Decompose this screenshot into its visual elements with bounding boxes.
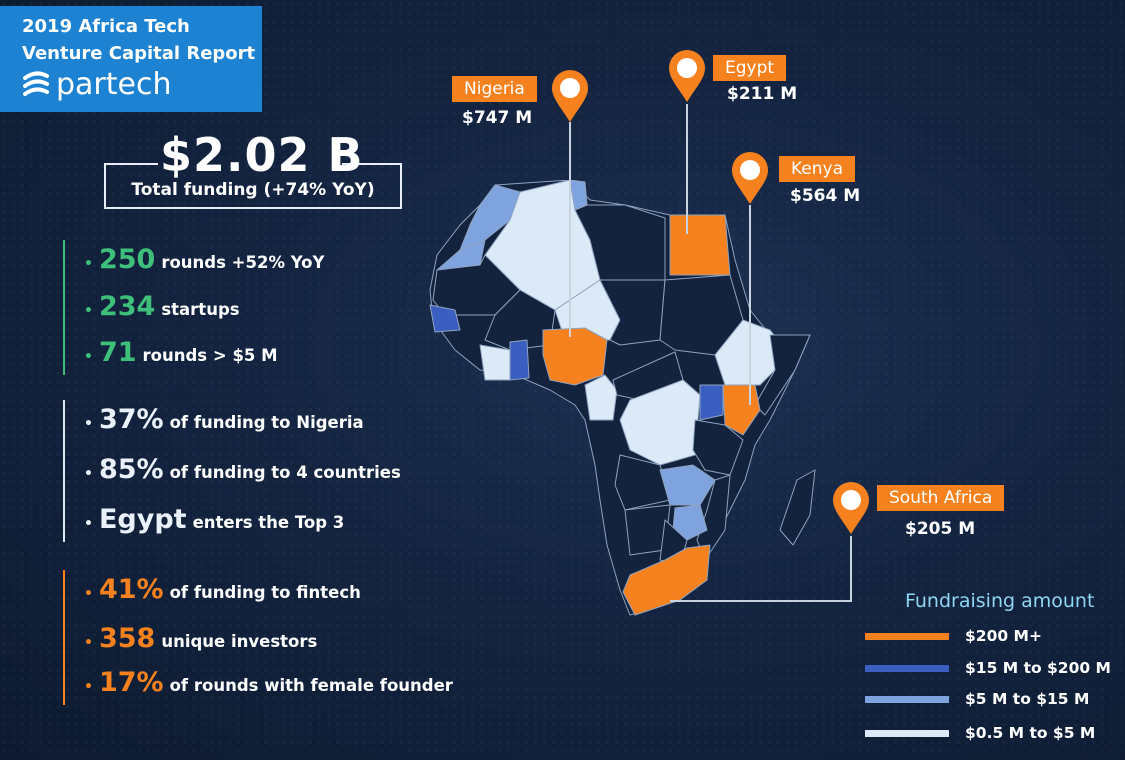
stat-bullet: • xyxy=(84,416,93,432)
country-south-africa xyxy=(622,544,711,616)
stat-value: 17% xyxy=(98,667,164,698)
stat-startups: • 234 startups xyxy=(84,291,240,322)
stat-value: 250 xyxy=(98,244,156,275)
country-zambia xyxy=(659,464,716,506)
country-egypt xyxy=(669,214,731,276)
country-drc xyxy=(619,379,701,466)
legend-swatch xyxy=(865,729,949,737)
stat-value: Egypt xyxy=(98,504,187,535)
country-zimbabwe xyxy=(672,504,708,541)
stat-value: 234 xyxy=(98,291,156,322)
stats-group3-rule xyxy=(63,570,65,705)
legend-item: $200 M+ xyxy=(865,627,1042,645)
country-cameroon xyxy=(584,374,618,421)
country-somalia xyxy=(754,334,811,416)
legend-item: $0.5 M to $5 M xyxy=(865,724,1095,742)
marker-kenya-stem xyxy=(749,205,751,405)
marker-kenya-amount: $564 M xyxy=(790,186,861,206)
stat-text: unique investors xyxy=(161,632,318,651)
partech-logo-text: partech xyxy=(56,67,172,102)
country-cote-divoire xyxy=(479,344,511,381)
stat-value: 37% xyxy=(98,404,164,435)
stat-value: 358 xyxy=(98,623,156,654)
marker-south-africa-amount: $205 M xyxy=(905,519,976,539)
stat-bullet: • xyxy=(84,679,93,695)
legend-swatch xyxy=(865,632,949,640)
stat-bullet: • xyxy=(84,303,93,319)
marker-nigeria-stem xyxy=(569,122,571,337)
stat-text: startups xyxy=(161,300,240,319)
marker-egypt-stem xyxy=(686,104,688,234)
country-madagascar xyxy=(779,469,816,546)
stat-investors: • 358 unique investors xyxy=(84,623,317,654)
stat-text: of funding to fintech xyxy=(169,583,361,602)
total-funding-frame xyxy=(104,163,402,209)
legend-item: $15 M to $200 M xyxy=(865,659,1111,677)
marker-egypt-pin-icon xyxy=(669,50,705,102)
stat-nigeria-share: • 37% of funding to Nigeria xyxy=(84,404,364,435)
stat-text: enters the Top 3 xyxy=(192,513,345,532)
legend-label: $15 M to $200 M xyxy=(965,659,1111,677)
marker-south-africa-label: South Africa xyxy=(877,485,1005,511)
stat-value: 71 xyxy=(98,337,137,368)
report-header: 2019 Africa Tech Venture Capital Report … xyxy=(0,6,262,112)
marker-nigeria-label: Nigeria xyxy=(452,76,537,102)
stat-bullet: • xyxy=(84,635,93,651)
marker-egypt-label: Egypt xyxy=(713,55,787,81)
stat-fintech: • 41% of funding to fintech xyxy=(84,574,361,605)
marker-nigeria-pin-icon xyxy=(552,70,588,122)
stat-bullet: • xyxy=(84,586,93,602)
stat-bullet: • xyxy=(84,349,93,365)
marker-nigeria-amount: $747 M xyxy=(462,108,533,128)
legend-label: $5 M to $15 M xyxy=(965,690,1090,708)
marker-kenya-pin-icon xyxy=(732,152,768,204)
africa-map xyxy=(429,180,816,616)
stat-value: 41% xyxy=(98,574,164,605)
stat-text: of funding to Nigeria xyxy=(169,413,364,432)
legend-title: Fundraising amount xyxy=(905,590,1095,612)
marker-south-africa-leader xyxy=(670,600,852,602)
country-angola xyxy=(614,454,671,511)
stat-large-rounds: • 71 rounds > $5 M xyxy=(84,337,278,368)
country-nigeria xyxy=(542,327,608,386)
marker-egypt-amount: $211 M xyxy=(727,84,798,104)
stat-female-founder: • 17% of rounds with female founder xyxy=(84,667,453,698)
report-title-line2: Venture Capital Report xyxy=(22,43,256,64)
legend-label: $200 M+ xyxy=(965,627,1042,645)
stats-group1-rule xyxy=(63,240,65,375)
total-funding-subtitle: Total funding (+74% YoY) xyxy=(131,180,375,200)
stats-group2-rule xyxy=(63,400,65,542)
stat-text: rounds +52% YoY xyxy=(161,253,325,272)
stat-bullet: • xyxy=(84,516,93,532)
country-senegal xyxy=(429,304,461,333)
stat-text: rounds > $5 M xyxy=(142,346,278,365)
stat-four-countries: • 85% of funding to 4 countries xyxy=(84,454,401,485)
country-rwanda-uganda xyxy=(699,384,724,421)
legend-swatch xyxy=(865,664,949,672)
stat-value: 85% xyxy=(98,454,164,485)
total-funding-amount: $2.02 B xyxy=(160,128,364,182)
stat-rounds: • 250 rounds +52% YoY xyxy=(84,244,324,275)
marker-south-africa-stem xyxy=(850,536,852,601)
stat-bullet: • xyxy=(84,256,93,272)
legend-item: $5 M to $15 M xyxy=(865,690,1089,708)
country-ghana xyxy=(509,339,530,381)
stat-text: of funding to 4 countries xyxy=(169,463,401,482)
stat-text: of rounds with female founder xyxy=(169,676,453,695)
partech-logo-icon xyxy=(23,71,49,96)
stat-egypt-top3: • Egypt enters the Top 3 xyxy=(84,504,344,535)
marker-kenya-label: Kenya xyxy=(779,156,856,182)
partech-logo: partech xyxy=(22,70,172,100)
stat-bullet: • xyxy=(84,466,93,482)
legend-label: $0.5 M to $5 M xyxy=(965,724,1096,742)
report-title-line1: 2019 Africa Tech xyxy=(22,16,190,37)
legend-swatch xyxy=(865,695,949,703)
marker-south-africa-pin-icon xyxy=(833,482,869,534)
